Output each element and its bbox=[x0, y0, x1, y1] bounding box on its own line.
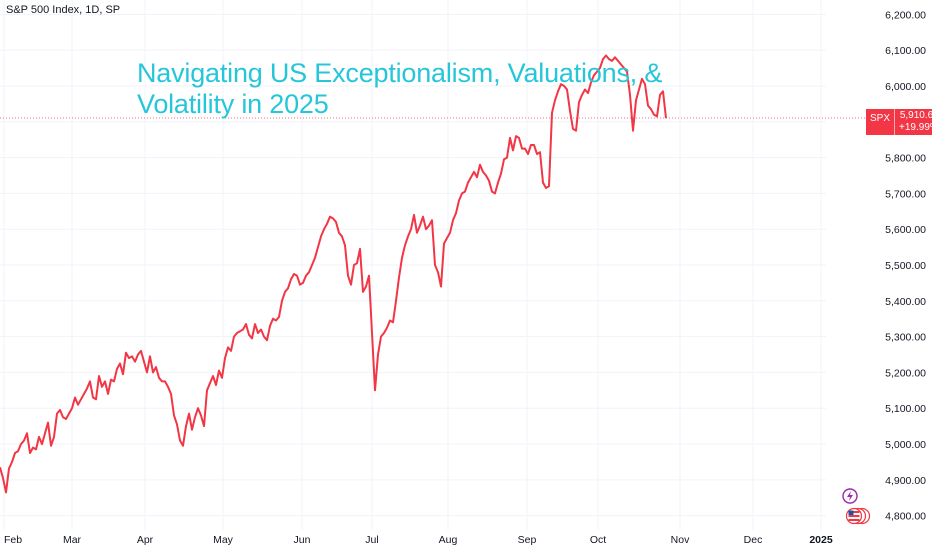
y-tick-label: 5,100.00 bbox=[885, 403, 926, 415]
x-tick-label: May bbox=[213, 534, 234, 546]
x-tick-label: Mar bbox=[63, 534, 82, 546]
x-tick-label: Aug bbox=[439, 534, 458, 546]
x-tick-label: Jun bbox=[294, 534, 311, 546]
y-tick-label: 6,000.00 bbox=[885, 81, 926, 93]
badge-price: 5,910.66 bbox=[899, 110, 932, 121]
symbol-header[interactable]: S&P 500 Index, 1D, SP bbox=[6, 4, 121, 16]
badge-values: 5,910.66 +19.99% bbox=[895, 109, 932, 135]
y-tick-label: 4,800.00 bbox=[885, 511, 926, 523]
y-tick-label: 5,200.00 bbox=[885, 367, 926, 379]
x-tick-label: Apr bbox=[137, 534, 154, 546]
overlay-title-line-1: Navigating US Exceptionalism, Valuations… bbox=[137, 58, 663, 88]
y-tick-label: 5,700.00 bbox=[885, 188, 926, 200]
y-axis: 4,800.00 4,900.00 5,000.00 5,100.00 5,200.00… bbox=[885, 9, 926, 522]
badge-change: +19.99% bbox=[899, 122, 932, 133]
x-tick-label: Oct bbox=[590, 534, 606, 546]
chart-grid bbox=[0, 0, 826, 530]
spx-price-line bbox=[0, 54, 667, 494]
x-tick-label: 2025 bbox=[809, 534, 833, 546]
x-tick-label: Dec bbox=[744, 534, 763, 546]
us-flag-icon[interactable] bbox=[845, 507, 871, 525]
x-tick-label: Jul bbox=[365, 534, 378, 546]
y-tick-label: 5,800.00 bbox=[885, 153, 926, 165]
y-tick-label: 5,000.00 bbox=[885, 439, 926, 451]
overlay-title-line-2: Volatility in 2025 bbox=[137, 89, 329, 119]
y-tick-label: 6,100.00 bbox=[885, 45, 926, 57]
y-tick-label: 6,200.00 bbox=[885, 9, 926, 21]
x-tick-label: Feb bbox=[4, 534, 22, 546]
y-tick-label: 4,900.00 bbox=[885, 475, 926, 487]
x-tick-label: Sep bbox=[518, 534, 537, 546]
x-axis: Feb Mar Apr May Jun Jul Aug Sep Oct Nov Dec 2025 bbox=[4, 534, 833, 546]
lightning-icon[interactable] bbox=[842, 488, 858, 504]
y-tick-label: 5,600.00 bbox=[885, 224, 926, 236]
last-price-badge: SPX 5,910.66 +19.99% bbox=[866, 109, 932, 135]
y-tick-label: 5,400.00 bbox=[885, 296, 926, 308]
y-tick-label: 5,300.00 bbox=[885, 332, 926, 344]
badge-symbol: SPX bbox=[866, 109, 896, 135]
overlay-title: Navigating US Exceptionalism, Valuations… bbox=[137, 58, 662, 120]
event-icons[interactable] bbox=[840, 486, 880, 530]
x-tick-label: Nov bbox=[671, 534, 690, 546]
y-tick-label: 5,500.00 bbox=[885, 260, 926, 272]
